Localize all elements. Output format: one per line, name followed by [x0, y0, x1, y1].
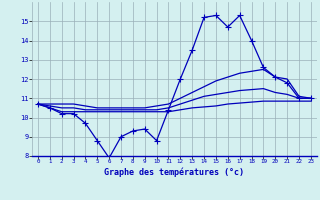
X-axis label: Graphe des températures (°c): Graphe des températures (°c): [104, 167, 244, 177]
